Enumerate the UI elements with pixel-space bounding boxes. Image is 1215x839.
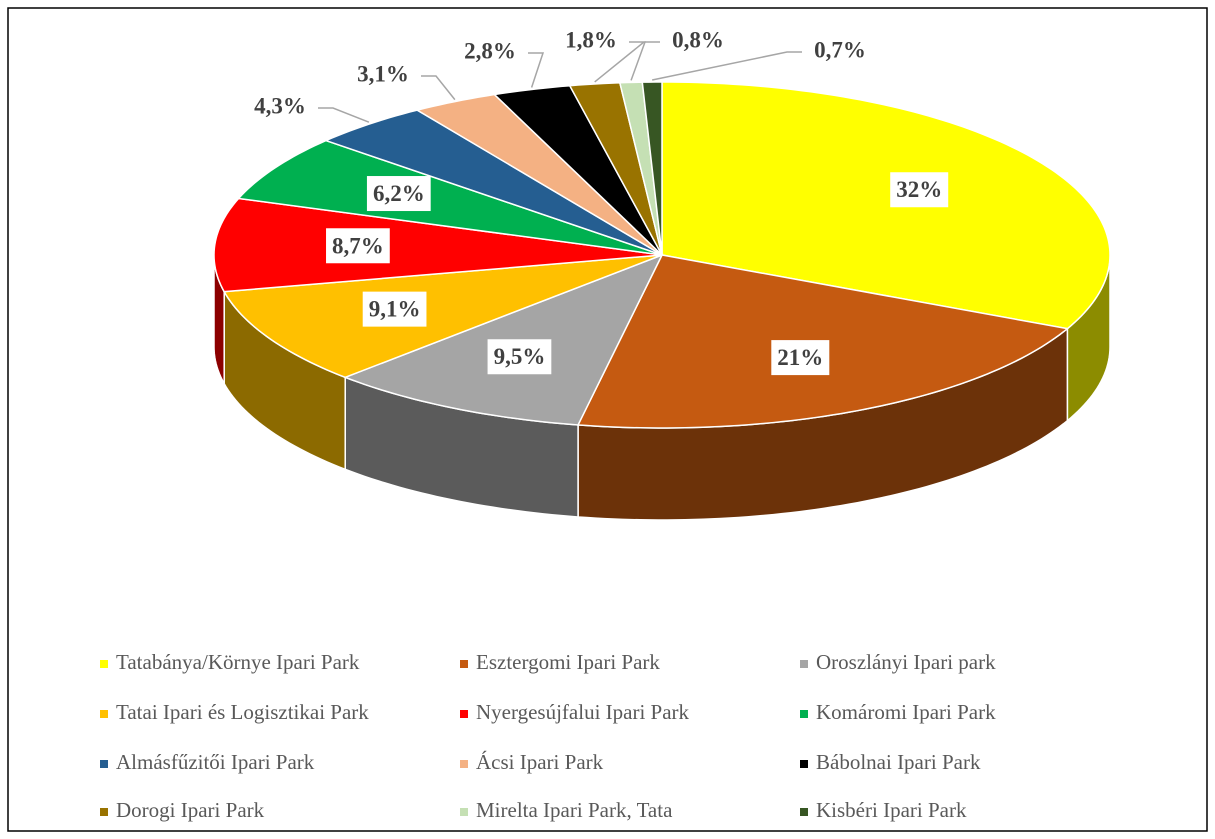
legend-label: Mirelta Ipari Park, Tata (476, 798, 673, 822)
data-label-box (487, 339, 552, 375)
legend-label: Komáromi Ipari Park (816, 700, 996, 724)
legend-swatch (800, 808, 808, 816)
leader-line (318, 107, 370, 123)
legend-swatch (460, 710, 468, 718)
data-label: 8,7% (332, 233, 384, 258)
legend-label: Dorogi Ipari Park (116, 798, 265, 822)
legend-swatch (460, 660, 468, 668)
data-label: 9,5% (494, 344, 546, 369)
legend-swatch (800, 760, 808, 768)
leader-line (528, 52, 545, 88)
leader-line (421, 75, 456, 101)
legend-label: Kisbéri Ipari Park (816, 798, 967, 822)
pie-slice (492, 84, 663, 256)
data-label: 0,7% (814, 37, 866, 62)
legend-label: Tatai Ipari és Logisztikai Park (116, 700, 369, 724)
legend-label: Ácsi Ipari Park (476, 750, 604, 774)
pie-slice (237, 139, 663, 256)
legend-swatch (100, 660, 108, 668)
data-label: 21% (777, 345, 823, 370)
legend-swatch (100, 710, 108, 718)
data-label: 3,1% (357, 61, 409, 86)
leader-line (630, 41, 660, 81)
legend-label: Nyergesújfalui Ipari Park (476, 700, 690, 724)
data-label: 32% (896, 177, 942, 202)
data-label-box (362, 291, 427, 327)
data-label-box (366, 176, 431, 212)
legend-label: Almásfűzitői Ipari Park (116, 750, 315, 774)
pie-slice (661, 81, 1111, 330)
leader-line (651, 51, 802, 81)
data-label: 1,8% (565, 27, 617, 52)
data-label: 4,3% (254, 93, 306, 118)
leader-line (594, 41, 647, 83)
data-label-box (326, 228, 390, 264)
data-label-box (890, 172, 949, 208)
legend-swatch (460, 760, 468, 768)
legend-swatch (800, 660, 808, 668)
pie-slice (568, 81, 663, 256)
data-label-box (771, 340, 830, 376)
legend-swatch (100, 808, 108, 816)
data-label: 2,8% (464, 38, 516, 63)
data-label: 9,1% (369, 297, 421, 322)
legend-label: Oroszlányi Ipari park (816, 650, 996, 674)
pie-slice (415, 93, 663, 256)
legend-swatch (800, 710, 808, 718)
data-label: 6,2% (373, 181, 425, 206)
legend-label: Tatabánya/Környe Ipari Park (116, 650, 360, 674)
legend-swatch (460, 808, 468, 816)
legend-label: Esztergomi Ipari Park (476, 650, 660, 674)
pie-slice (213, 197, 663, 293)
legend-label: Bábolnai Ipari Park (816, 750, 981, 774)
legend-swatch (100, 760, 108, 768)
pie-slice (641, 81, 663, 256)
pie-slice (323, 109, 663, 256)
pie-slice (222, 254, 663, 379)
data-label: 0,8% (672, 27, 724, 52)
